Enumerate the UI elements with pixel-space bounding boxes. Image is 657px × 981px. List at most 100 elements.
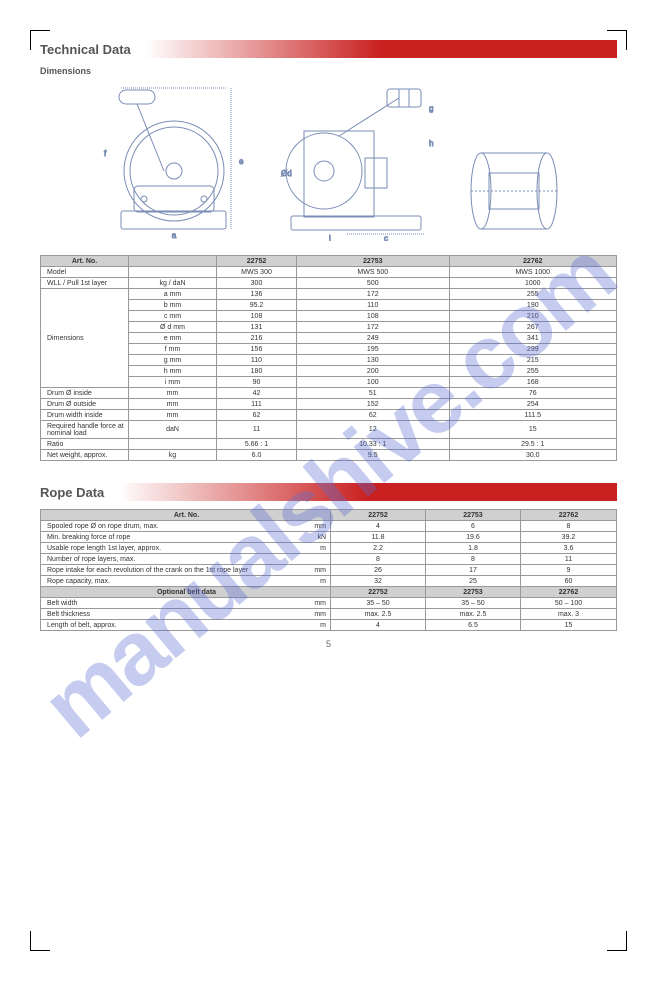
cell: 111.5	[449, 410, 616, 421]
cell: 136	[217, 289, 297, 300]
cell: 108	[217, 311, 297, 322]
cell: max. 2.5	[425, 609, 520, 620]
cell: 6.5	[425, 620, 520, 631]
cell: 156	[217, 344, 297, 355]
cell: 111	[217, 399, 297, 410]
cell: 131	[217, 322, 297, 333]
section1-title: Technical Data	[40, 42, 145, 57]
row-label: Model	[41, 267, 129, 278]
row-unit: mm	[129, 399, 217, 410]
page-number: 5	[40, 639, 617, 649]
row-label: Length of belt, approx. m	[41, 620, 331, 631]
rope-table: Art. No. 22752 22753 22762 Spooled rope …	[40, 509, 617, 631]
th-22762: 22762	[449, 256, 616, 267]
section2-title: Rope Data	[40, 485, 118, 500]
section2-header: Rope Data	[40, 483, 617, 501]
cell: 26	[331, 565, 426, 576]
section1-bar	[145, 40, 617, 58]
cell: 200	[297, 366, 450, 377]
svg-text:i: i	[329, 234, 331, 241]
row-label: Belt thickness mm	[41, 609, 331, 620]
row-unit: i mm	[129, 377, 217, 388]
svg-text:Ød: Ød	[281, 169, 292, 178]
th2b-22753: 22753	[425, 587, 520, 598]
cell: 300	[217, 278, 297, 289]
section1-header: Technical Data	[40, 40, 617, 58]
cell: 42	[217, 388, 297, 399]
cell: 110	[217, 355, 297, 366]
row-label: Dimensions	[41, 289, 129, 388]
cell: 35 – 50	[331, 598, 426, 609]
diagram-front: c i Ød g h	[269, 86, 439, 241]
cell: 10.33 : 1	[297, 439, 450, 450]
specs-table: Art. No. 22752 22753 22762 ModelMWS 300M…	[40, 255, 617, 461]
row-label: Belt width mm	[41, 598, 331, 609]
th2b-belt: Optional belt data	[41, 587, 331, 598]
cell: 30.0	[449, 450, 616, 461]
cell: 60	[520, 576, 616, 587]
cell: 90	[217, 377, 297, 388]
cell: 172	[297, 289, 450, 300]
cell: 254	[449, 399, 616, 410]
row-unit: g mm	[129, 355, 217, 366]
th2-22753: 22753	[425, 510, 520, 521]
row-label: WLL / Pull 1st layer	[41, 278, 129, 289]
row-unit: kg	[129, 450, 217, 461]
row-unit: c mm	[129, 311, 217, 322]
page-content: Technical Data Dimensions a e	[40, 40, 617, 936]
row-unit: h mm	[129, 366, 217, 377]
cell: 6.0	[217, 450, 297, 461]
cell: 172	[297, 322, 450, 333]
cell: MWS 300	[217, 267, 297, 278]
th-blank	[129, 256, 217, 267]
cell: 500	[297, 278, 450, 289]
cell: 25	[425, 576, 520, 587]
cell: 210	[449, 311, 616, 322]
cell: 12	[297, 421, 450, 439]
cell: max. 3	[520, 609, 616, 620]
cell: 15	[520, 620, 616, 631]
cell: 255	[449, 289, 616, 300]
cell: 62	[217, 410, 297, 421]
cell: 180	[217, 366, 297, 377]
svg-text:b: b	[171, 86, 176, 87]
row-label: Ratio	[41, 439, 129, 450]
cell: 32	[331, 576, 426, 587]
row-label: Rope intake for each revolution of the c…	[41, 565, 331, 576]
row-unit	[129, 439, 217, 450]
th-22753: 22753	[297, 256, 450, 267]
svg-text:f: f	[104, 149, 107, 158]
cell: 15	[449, 421, 616, 439]
svg-text:g: g	[429, 104, 433, 113]
cell: 108	[297, 311, 450, 322]
cell: 8	[520, 521, 616, 532]
cell: 2.2	[331, 543, 426, 554]
cell: 110	[297, 300, 450, 311]
row-label: Rope capacity, max. m	[41, 576, 331, 587]
cell: 50 – 100	[520, 598, 616, 609]
cell: 215	[449, 355, 616, 366]
row-label: Usable rope length 1st layer, approx. m	[41, 543, 331, 554]
cell: 168	[449, 377, 616, 388]
row-label: Drum Ø inside	[41, 388, 129, 399]
cell: 216	[217, 333, 297, 344]
section2-bar	[118, 483, 617, 501]
cell: 4	[331, 620, 426, 631]
cell: 11	[217, 421, 297, 439]
diagram-side: a e f b	[89, 86, 249, 241]
cell: 130	[297, 355, 450, 366]
cell: 95.2	[217, 300, 297, 311]
row-label: Drum Ø outside	[41, 399, 129, 410]
cell: 299	[449, 344, 616, 355]
row-unit: f mm	[129, 344, 217, 355]
th2b-22752: 22752	[331, 587, 426, 598]
cell: 8	[425, 554, 520, 565]
row-unit: mm	[129, 410, 217, 421]
cell: 1000	[449, 278, 616, 289]
diagram-drum	[459, 141, 569, 241]
cell: 9	[520, 565, 616, 576]
cell: MWS 1000	[449, 267, 616, 278]
row-unit: mm	[129, 388, 217, 399]
th-22752: 22752	[217, 256, 297, 267]
cell: 267	[449, 322, 616, 333]
